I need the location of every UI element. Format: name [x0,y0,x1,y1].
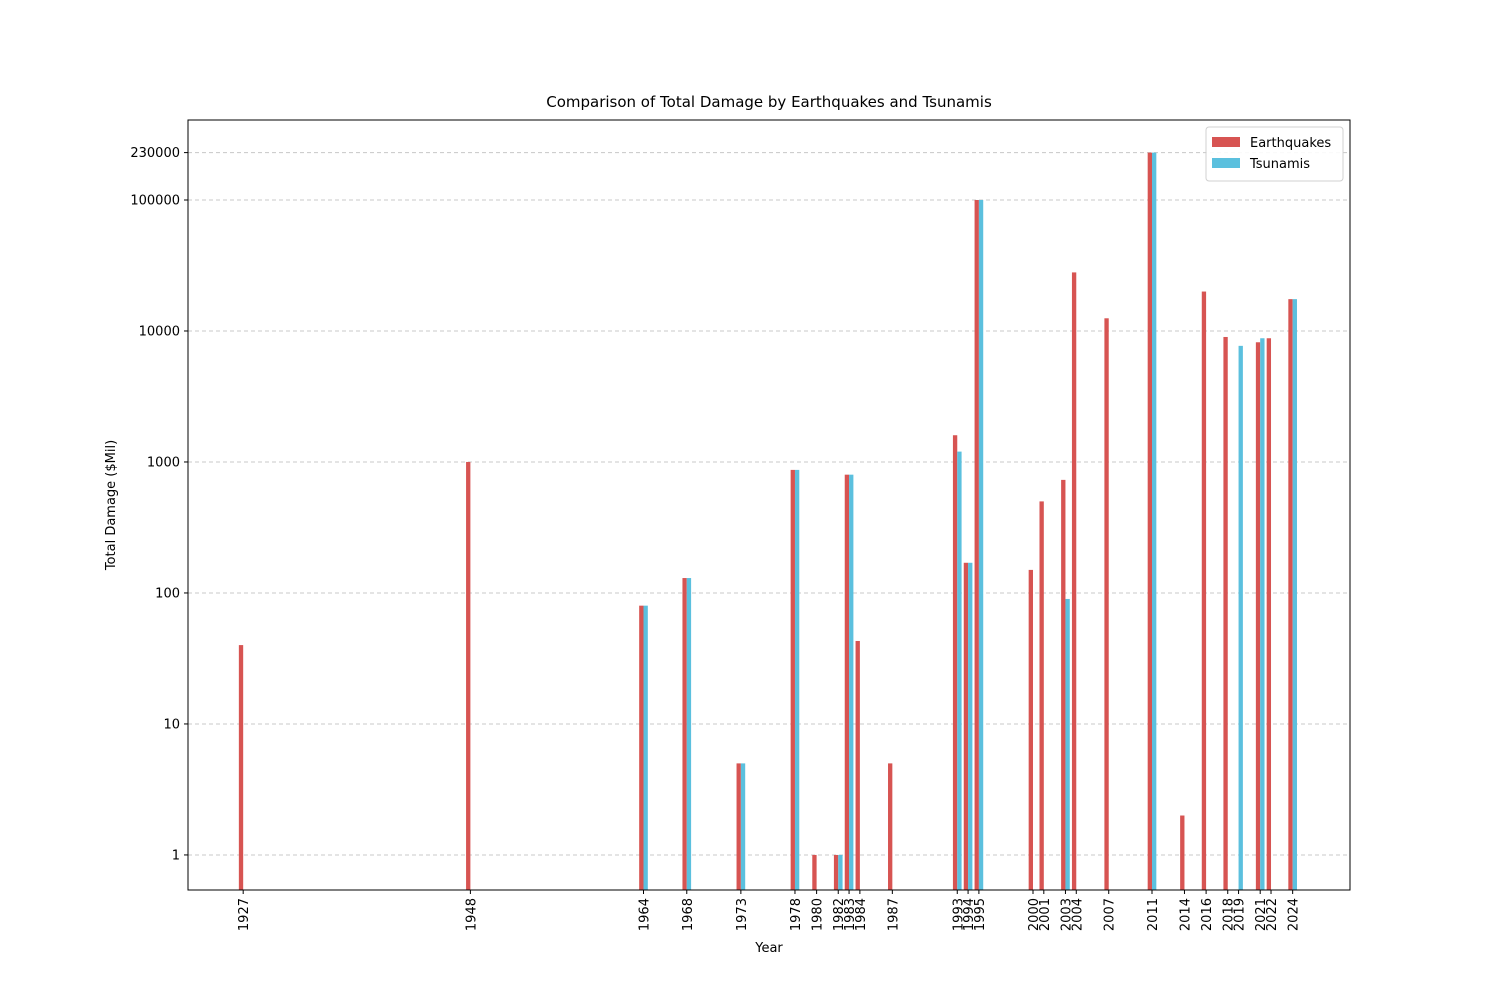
x-tick-label: 2016 [1200,898,1215,931]
plot-frame [187,119,1351,891]
x-tick-label: 1995 [973,898,988,931]
bar [1292,299,1297,890]
x-tick-label: 2022 [1265,898,1280,931]
y-tick-label: 10 [163,717,180,732]
bar [957,451,962,890]
legend-swatch [1212,137,1240,147]
bar [643,605,648,890]
x-tick-label: 1927 [237,898,252,931]
chart-title: Comparison of Total Damage by Earthquake… [546,93,992,111]
bar [790,469,795,890]
bar [1104,318,1109,890]
x-tick-label: 1982 [832,898,847,931]
x-tick-label: 1994 [962,898,977,931]
bar [888,763,893,890]
bar [855,640,860,890]
bar [682,578,687,890]
bar [794,469,800,890]
bar [1255,342,1261,890]
x-tick-label: 1980 [811,898,826,931]
bar [1152,152,1157,890]
y-tick-label: 1000 [147,455,180,470]
bar [686,578,692,890]
bar [1039,501,1044,890]
x-tick-label: 1987 [886,898,901,931]
y-tick-label: 1 [172,848,180,863]
bar [849,474,854,890]
bar [978,199,984,891]
legend-label: Tsunamis [1249,157,1310,172]
x-tick-label: 1948 [464,898,479,931]
x-tick-label: 2011 [1146,898,1161,931]
bar [1260,338,1265,890]
bar [963,562,969,890]
bar [740,763,746,890]
bar [1028,569,1033,890]
y-tick-label: 10000 [139,324,180,339]
x-tick-label: 2007 [1103,898,1118,931]
bar [812,854,817,890]
y-tick-label: 230000 [130,146,180,161]
x-tick-label: 2021 [1254,898,1269,931]
legend-box [1205,126,1344,182]
bar [1238,345,1243,890]
bar [238,645,244,890]
y-tick-label: 100 [155,586,180,601]
x-tick-label: 2018 [1222,898,1237,931]
bar [1065,598,1070,890]
bar [1147,152,1153,890]
x-tick-label: 1964 [637,898,652,931]
x-tick-label: 2014 [1178,898,1193,931]
bar [974,199,979,891]
bar [952,435,958,890]
x-tick-label: 2001 [1038,898,1053,931]
bar [1180,815,1185,890]
x-tick-label: 2000 [1027,898,1042,931]
legend-swatch [1212,158,1240,168]
x-tick-label: 1968 [681,898,696,931]
bar [736,763,741,890]
x-tick-label: 1983 [843,898,858,931]
x-tick-label: 1984 [854,898,869,931]
x-tick-label: 1993 [951,898,966,931]
x-tick-label: 2003 [1059,898,1074,931]
bar [1201,291,1207,890]
bar [639,605,644,890]
bar [838,854,843,890]
bar [844,474,850,890]
x-axis-label: Year [754,941,783,956]
bar [968,562,973,890]
x-tick-label: 1973 [735,898,750,931]
y-axis-label: Total Damage ($Mil) [104,440,119,571]
bar [1071,272,1077,890]
bar [833,854,839,890]
x-tick-label: 2019 [1233,898,1248,931]
x-tick-label: 2004 [1070,898,1085,931]
legend: Earthquakes Tsunamis [1205,126,1344,182]
bar [1288,299,1293,890]
bar [1266,338,1272,890]
bar [1223,336,1228,890]
x-tick-label: 2024 [1287,898,1302,931]
bar [1061,479,1066,890]
y-tick-label: 100000 [130,193,180,208]
legend-label: Earthquakes [1250,136,1331,151]
x-tick-label: 1978 [789,898,804,931]
bar [466,461,471,890]
